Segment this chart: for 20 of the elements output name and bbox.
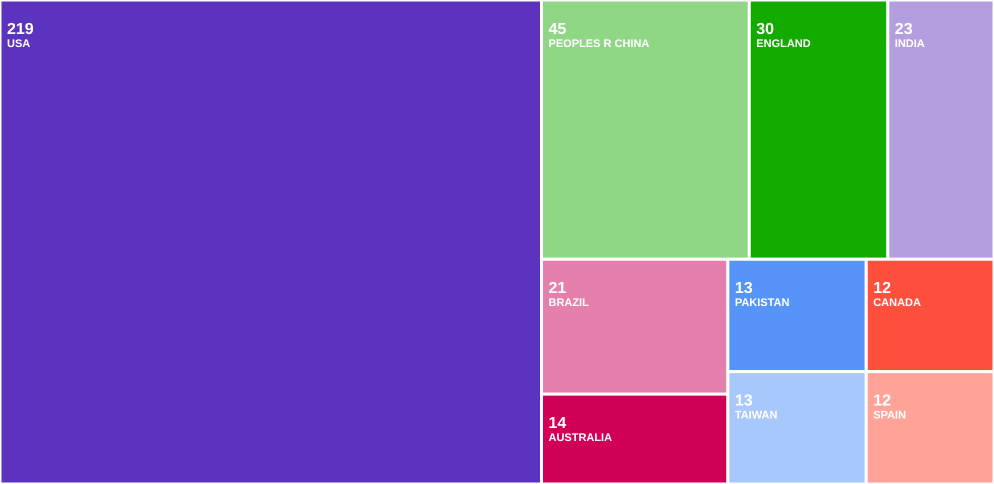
data-label: 13 [734, 392, 753, 410]
data-label: 12 [873, 280, 892, 298]
category-label: BRAZIL [548, 297, 590, 310]
category-label: ENGLAND [756, 38, 811, 50]
data-label: 45 [548, 21, 566, 38]
category-label: AUSTRALIA [548, 432, 612, 444]
category-label: INDIA [894, 38, 925, 50]
data-label: 21 [548, 280, 566, 298]
category-label: SPAIN [873, 410, 906, 422]
category-label: PEOPLES R CHINA [548, 38, 650, 50]
category-label: PAKISTAN [734, 297, 790, 310]
category-label: USA [7, 38, 30, 50]
category-label: CANADA [873, 297, 921, 310]
data-label: 12 [873, 392, 892, 410]
data-label: 13 [734, 280, 753, 298]
category-label: TAIWAN [734, 410, 778, 422]
data-label: 23 [894, 21, 913, 38]
data-label: 219 [7, 21, 34, 38]
data-label: 14 [548, 415, 566, 432]
data-label: 30 [756, 21, 774, 38]
